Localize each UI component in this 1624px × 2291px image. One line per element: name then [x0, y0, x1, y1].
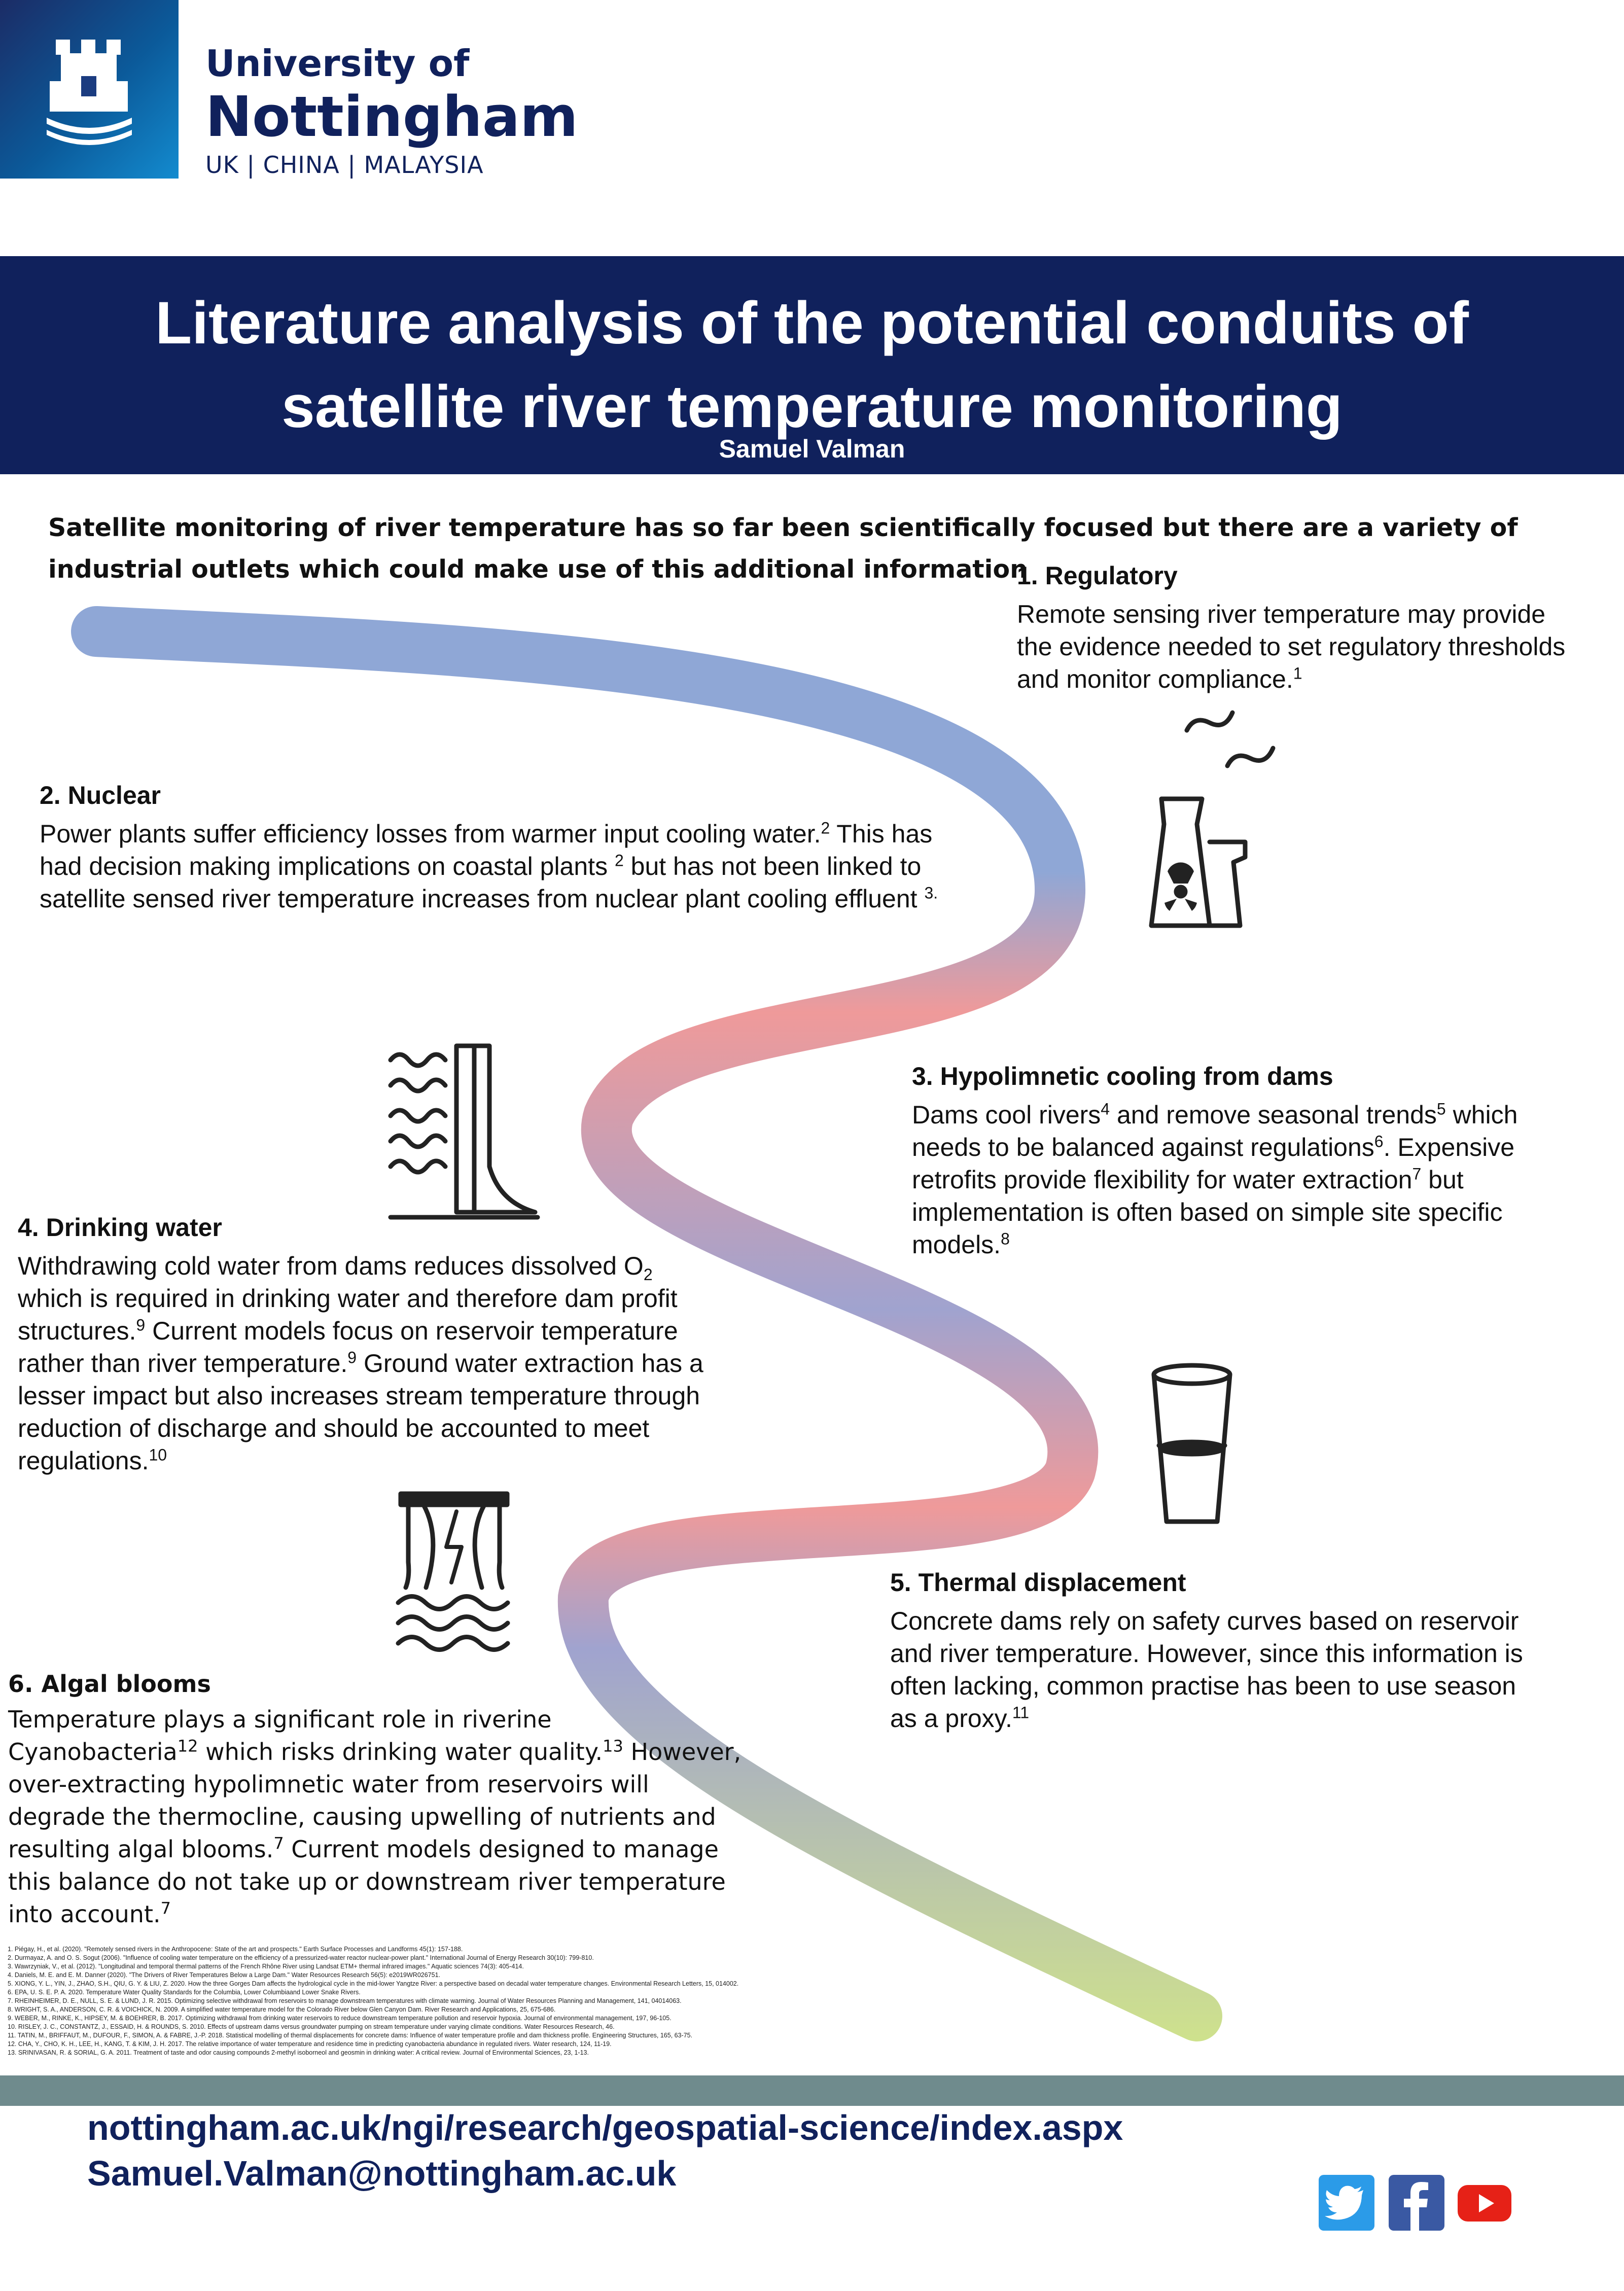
reference-item: 2. Durmayaz, A. and O. S. Sogut (2006). …	[8, 1954, 594, 1961]
university-wordmark: University of Nottingham UK | CHINA | MA…	[205, 41, 578, 183]
youtube-button[interactable]	[1457, 2175, 1512, 2231]
reference-item: 10. RISLEY, J. C., CONSTANTZ, J., ESSAID…	[8, 2023, 615, 2030]
youtube-icon	[1458, 2185, 1511, 2222]
section-regulatory: 1. Regulatory Remote sensing river tempe…	[1017, 560, 1575, 695]
references-list: 1. Piégay, H., et al. (2020). "Remotely …	[8, 1945, 1276, 2057]
footer-contact: nottingham.ac.uk/ngi/research/geospatial…	[87, 2105, 1123, 2196]
water-glass-icon	[1151, 1363, 1232, 1524]
section-regulatory-heading: 1. Regulatory	[1017, 561, 1178, 590]
poster-title-line1: Literature analysis of the potential con…	[155, 290, 1469, 357]
poster-title: Literature analysis of the potential con…	[0, 281, 1624, 449]
reference-item: 1. Piégay, H., et al. (2020). "Remotely …	[8, 1946, 463, 1953]
facebook-button[interactable]	[1389, 2175, 1444, 2231]
facebook-icon	[1404, 2182, 1428, 2231]
university-campuses: UK | CHINA | MALAYSIA	[205, 151, 484, 179]
reference-item: 3. Wawrzyniak, V., et al. (2012). "Longi…	[8, 1963, 524, 1970]
reference-item: 12. CHA, Y., CHO, K. H., LEE, H., KANG, …	[8, 2040, 612, 2048]
section-drinking-text: Withdrawing cold water from dams reduces…	[18, 1252, 703, 1475]
section-thermal-heading: 5. Thermal displacement	[890, 1568, 1186, 1597]
reference-item: 9. WEBER, M., RINKE, K., HIPSEY, M. & BO…	[8, 2015, 672, 2022]
university-logo	[0, 0, 179, 179]
section-thermal-displacement: 5. Thermal displacement Concrete dams re…	[890, 1567, 1549, 1735]
reference-item: 11. TATIN, M., BRIFFAUT, M., DUFOUR, F.,…	[8, 2032, 693, 2039]
section-algal-text: Temperature plays a significant role in …	[8, 1706, 742, 1928]
email-link[interactable]: Samuel.Valman@nottingham.ac.uk	[87, 2154, 677, 2193]
section-nuclear-heading: 2. Nuclear	[40, 781, 161, 809]
section-regulatory-text: Remote sensing river temperature may pro…	[1017, 600, 1566, 693]
reference-item: 8. WRIGHT, S. A., ANDERSON, C. R. & VOIC…	[8, 2006, 556, 2013]
section-algal-blooms: 6. Algal blooms Temperature plays a sign…	[8, 1669, 749, 1930]
section-drinking-water: 4. Drinking water Withdrawing cold water…	[18, 1212, 718, 1477]
footer-divider	[0, 2075, 1624, 2106]
reference-item: 4. Daniels, M. E. and E. M. Danner (2020…	[8, 1971, 440, 1979]
poster-title-line2: satellite river temperature monitoring	[281, 373, 1343, 440]
section-drinking-heading: 4. Drinking water	[18, 1213, 222, 1242]
reference-item: 6. EPA, U. S. E. P. A. 2020. Temperature…	[8, 1989, 361, 1996]
river-ribbon	[71, 606, 1222, 2041]
university-name-line2: Nottingham	[205, 84, 578, 149]
castle-logo-icon	[47, 40, 132, 145]
section-algal-heading: 6. Algal blooms	[8, 1670, 211, 1698]
section-hypolimnetic-heading: 3. Hypolimnetic cooling from dams	[912, 1062, 1333, 1090]
website-link[interactable]: nottingham.ac.uk/ngi/research/geospatial…	[87, 2108, 1123, 2147]
reference-item: 13. SRINIVASAN, R. & SORIAL, G. A. 2011.…	[8, 2049, 589, 2056]
university-name-line1: University of	[205, 42, 470, 85]
title-banner: Literature analysis of the potential con…	[0, 256, 1624, 474]
intro-statement: Satellite monitoring of river temperatur…	[48, 513, 1518, 584]
dam-spillway-icon	[396, 1491, 510, 1652]
section-nuclear-text: Power plants suffer efficiency losses fr…	[40, 819, 938, 913]
nuclear-plant-icon	[1149, 710, 1276, 928]
author-name: Samuel Valman	[719, 435, 905, 463]
twitter-icon	[1325, 2186, 1363, 2220]
section-nuclear: 2. Nuclear Power plants suffer efficienc…	[40, 780, 958, 915]
section-hypolimnetic: 3. Hypolimnetic cooling from dams Dams c…	[912, 1061, 1571, 1261]
dam-water-icon	[388, 1043, 540, 1220]
section-hypolimnetic-text: Dams cool rivers4 and remove seasonal tr…	[912, 1100, 1518, 1259]
twitter-button[interactable]	[1319, 2175, 1374, 2231]
reference-item: 7. RHEINHEIMER, D. E., NULL, S. E. & LUN…	[8, 1997, 682, 2004]
reference-item: 5. XIONG, Y. L., YIN, J., ZHAO, S.H., QI…	[8, 1980, 739, 1987]
section-thermal-text: Concrete dams rely on safety curves base…	[890, 1607, 1523, 1733]
